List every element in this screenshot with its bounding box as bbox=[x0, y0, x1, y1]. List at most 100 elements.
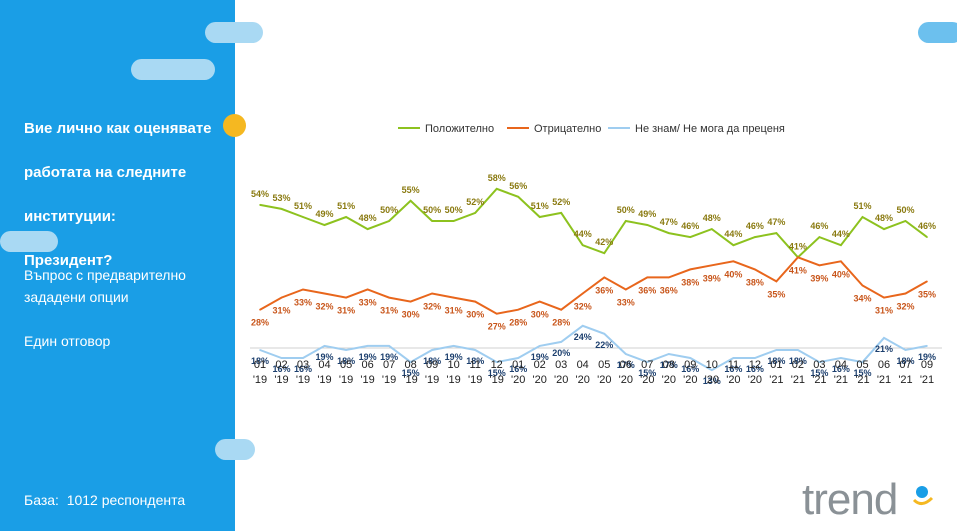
data-label-positive: 42% bbox=[595, 237, 613, 247]
x-tick-month: 10 bbox=[447, 359, 459, 371]
data-label-dont-know: 16% bbox=[272, 364, 290, 374]
data-point-positive bbox=[603, 252, 606, 254]
data-label-positive: 49% bbox=[638, 209, 656, 219]
data-label-dont-know: 16% bbox=[724, 364, 742, 374]
data-label-positive: 54% bbox=[251, 189, 269, 199]
logo-dot-icon bbox=[916, 486, 928, 498]
data-point-dont-know bbox=[732, 357, 735, 359]
data-point-dont-know bbox=[495, 361, 498, 363]
question-line-3: институции: bbox=[24, 208, 116, 225]
data-point-negative bbox=[818, 264, 821, 267]
data-label-negative: 35% bbox=[918, 289, 936, 299]
data-point-dont-know bbox=[366, 345, 369, 347]
data-label-dont-know: 18% bbox=[896, 356, 914, 366]
data-label-negative: 40% bbox=[724, 269, 742, 279]
left-panel bbox=[0, 0, 235, 531]
data-label-dont-know: 18% bbox=[337, 356, 355, 366]
data-point-positive bbox=[388, 220, 390, 222]
x-tick-month: 03 bbox=[555, 359, 567, 371]
question-line-4: Президент? bbox=[24, 252, 113, 269]
data-label-dont-know: 22% bbox=[595, 340, 613, 350]
x-tick-month: 09 bbox=[921, 359, 933, 371]
data-point-dont-know bbox=[797, 349, 799, 351]
data-label-negative: 38% bbox=[746, 277, 764, 287]
data-label-positive: 48% bbox=[875, 213, 893, 223]
data-point-positive bbox=[818, 236, 821, 238]
data-label-dont-know: 19% bbox=[380, 352, 398, 362]
x-tick-year: '19 bbox=[339, 374, 353, 386]
data-label-dont-know: 16% bbox=[509, 364, 527, 374]
x-tick-year: '21 bbox=[898, 374, 912, 386]
data-point-negative bbox=[926, 280, 928, 283]
x-tick-month: 03 bbox=[297, 359, 309, 371]
data-label-positive: 56% bbox=[509, 181, 527, 191]
data-point-positive bbox=[366, 228, 369, 230]
data-point-negative bbox=[517, 308, 519, 311]
data-point-dont-know bbox=[775, 349, 778, 351]
x-tick-year: '19 bbox=[360, 374, 374, 386]
data-point-positive bbox=[302, 216, 304, 218]
decor-yellow-dot bbox=[223, 114, 246, 137]
data-label-dont-know: 20% bbox=[552, 348, 570, 358]
x-tick-year: '19 bbox=[274, 374, 288, 386]
data-point-positive bbox=[926, 236, 928, 238]
data-point-positive bbox=[668, 232, 670, 234]
data-point-negative bbox=[560, 308, 562, 311]
x-tick-month: 08 bbox=[663, 359, 675, 371]
series-line-dont-know bbox=[259, 324, 928, 372]
x-tick-labels-layer: 01 '19 02 '19 03 '19 04 '19 05 '19 06 '19 07 '19 08 '19… bbox=[253, 359, 934, 386]
legend-label-dont-know: Не знам/ Не мога да преценя bbox=[635, 123, 785, 135]
data-label-dont-know: 15% bbox=[488, 368, 506, 378]
data-label-positive: 50% bbox=[617, 205, 635, 215]
data-point-dont-know bbox=[280, 357, 283, 359]
legend-label-positive: Положително bbox=[425, 123, 494, 135]
data-point-negative bbox=[668, 276, 670, 279]
data-label-positive: 50% bbox=[380, 205, 398, 215]
x-tick-month: 10 bbox=[706, 359, 718, 371]
x-tick-year: '21 bbox=[877, 374, 891, 386]
data-label-dont-know: 16% bbox=[832, 364, 850, 374]
data-label-dont-know: 19% bbox=[445, 352, 463, 362]
x-tick-year: '20 bbox=[511, 374, 525, 386]
data-point-dont-know bbox=[517, 357, 519, 359]
series-line-negative bbox=[259, 256, 928, 315]
data-point-positive bbox=[883, 228, 885, 230]
data-label-negative: 31% bbox=[875, 306, 893, 316]
x-tick-month: 05 bbox=[598, 359, 610, 371]
data-label-dont-know: 19% bbox=[918, 352, 936, 362]
data-point-negative bbox=[452, 296, 455, 299]
data-label-positive: 52% bbox=[466, 197, 484, 207]
data-label-negative: 36% bbox=[660, 285, 678, 295]
data-label-dont-know: 16% bbox=[681, 364, 699, 374]
data-point-negative bbox=[754, 268, 756, 271]
data-label-negative: 36% bbox=[638, 285, 656, 295]
data-point-dont-know bbox=[431, 349, 433, 351]
data-label-dont-know: 18% bbox=[789, 356, 807, 366]
data-label-dont-know: 13% bbox=[703, 376, 721, 386]
data-label-negative: 31% bbox=[380, 306, 398, 316]
data-point-negative bbox=[581, 292, 584, 295]
data-point-negative bbox=[904, 292, 907, 295]
series-line-positive bbox=[259, 187, 928, 259]
data-point-dont-know bbox=[259, 349, 261, 351]
data-point-negative bbox=[603, 276, 606, 279]
x-tick-year: '20 bbox=[554, 374, 568, 386]
x-tick-year: '20 bbox=[597, 374, 611, 386]
data-point-dont-know bbox=[926, 345, 928, 347]
x-tick-month: 07 bbox=[899, 359, 911, 371]
data-point-positive bbox=[323, 224, 326, 226]
data-point-negative bbox=[689, 268, 692, 271]
x-tick-month: 04 bbox=[835, 359, 847, 371]
data-point-negative bbox=[259, 308, 261, 311]
x-tick-year: '19 bbox=[253, 374, 267, 386]
data-label-dont-know: 19% bbox=[531, 352, 549, 362]
question-title: Вие лично как оценявате работата на след… bbox=[24, 96, 224, 294]
data-label-negative: 41% bbox=[789, 265, 807, 275]
data-label-positive: 50% bbox=[423, 205, 441, 215]
data-point-negative bbox=[646, 276, 649, 279]
data-label-negative: 31% bbox=[272, 306, 290, 316]
data-label-negative: 32% bbox=[896, 302, 914, 312]
data-label-negative: 31% bbox=[337, 306, 355, 316]
data-point-positive bbox=[259, 204, 261, 206]
x-tick-month: 07 bbox=[383, 359, 395, 371]
